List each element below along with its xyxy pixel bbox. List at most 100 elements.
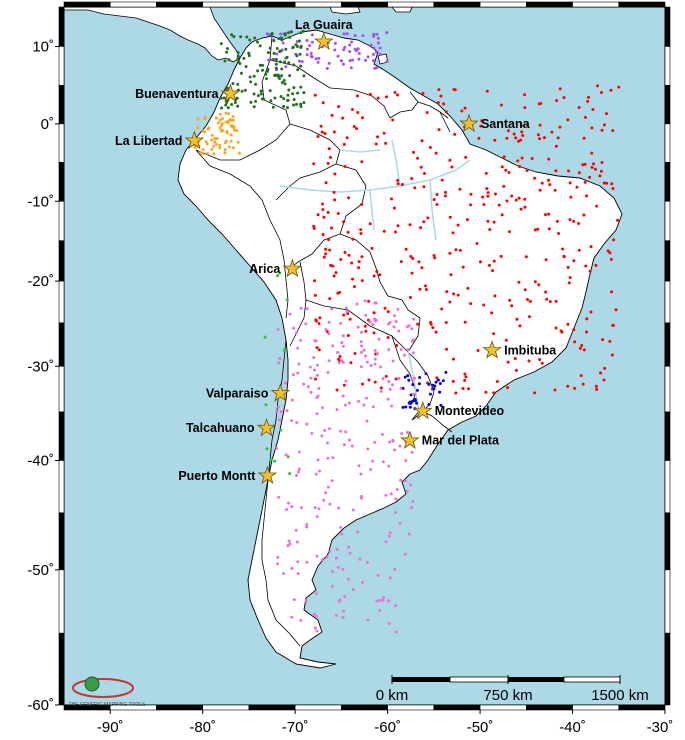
data-point	[348, 59, 352, 63]
y-tick-label: -30˚	[27, 358, 54, 375]
data-point	[288, 472, 292, 476]
data-point	[363, 324, 367, 328]
data-point	[391, 118, 395, 122]
data-point	[292, 326, 296, 330]
data-point	[377, 337, 381, 341]
data-point	[327, 61, 331, 65]
data-point	[486, 191, 490, 195]
data-point	[353, 34, 357, 38]
data-point	[320, 558, 324, 562]
data-point	[396, 307, 400, 311]
data-point	[387, 322, 391, 326]
data-point	[403, 479, 407, 483]
data-point	[410, 176, 414, 180]
data-point	[416, 322, 420, 326]
data-point	[600, 160, 604, 164]
data-point	[324, 328, 328, 332]
data-point	[265, 447, 269, 451]
data-point	[291, 373, 295, 377]
data-point	[581, 382, 585, 386]
data-point	[317, 507, 321, 511]
data-point	[292, 63, 296, 67]
data-point	[341, 116, 345, 120]
frame-segment-left	[58, 280, 65, 324]
frame-segment-top	[341, 1, 388, 8]
data-point	[216, 121, 220, 125]
scale-bar-background	[350, 667, 660, 703]
data-point	[510, 304, 514, 308]
data-point	[411, 392, 415, 396]
data-point	[321, 208, 325, 212]
data-point	[610, 353, 614, 357]
data-point	[425, 111, 429, 115]
data-point	[299, 31, 303, 35]
data-point	[373, 317, 377, 321]
data-point	[339, 429, 343, 433]
data-point	[341, 394, 345, 398]
data-point	[268, 89, 272, 93]
data-point	[278, 271, 282, 275]
rivers	[279, 139, 471, 421]
data-point	[335, 547, 339, 551]
data-point	[313, 93, 317, 97]
data-point	[357, 52, 361, 56]
data-point	[333, 172, 337, 176]
data-point	[294, 43, 298, 47]
data-point	[371, 59, 375, 63]
data-point	[297, 450, 301, 454]
data-point	[481, 195, 485, 199]
x-tick-label: -50˚	[467, 719, 494, 736]
data-point	[400, 183, 404, 187]
data-point	[420, 139, 424, 143]
data-point	[240, 89, 244, 93]
data-point	[611, 323, 615, 327]
data-point	[515, 317, 519, 321]
data-point	[256, 69, 260, 73]
data-point	[341, 334, 345, 338]
data-point	[321, 101, 325, 105]
scale-bar-segment	[392, 677, 450, 682]
data-point	[573, 340, 577, 344]
data-point	[426, 216, 430, 220]
data-point	[330, 226, 334, 230]
data-point	[256, 40, 260, 44]
data-point	[337, 506, 341, 510]
data-point	[362, 348, 366, 352]
data-point	[410, 327, 414, 331]
data-point	[319, 124, 323, 128]
data-point	[578, 346, 582, 350]
data-point	[314, 319, 318, 323]
data-point	[359, 365, 363, 369]
data-point	[440, 178, 444, 182]
data-point	[450, 165, 454, 169]
data-point	[275, 46, 279, 50]
data-point	[396, 182, 400, 186]
data-point	[424, 287, 428, 291]
data-point	[359, 330, 363, 334]
data-point	[384, 374, 388, 378]
data-point	[355, 127, 359, 131]
data-point	[393, 604, 397, 608]
data-point	[327, 147, 331, 151]
data-point	[314, 592, 318, 596]
data-point	[389, 197, 393, 201]
scale-bar: 0 km 750 km 1500 km	[350, 667, 660, 704]
data-point	[518, 165, 522, 169]
data-point	[577, 171, 581, 175]
data-point	[594, 384, 598, 388]
data-point	[278, 50, 282, 54]
data-point	[340, 341, 344, 345]
data-point	[305, 523, 309, 527]
data-point	[420, 266, 424, 270]
data-point	[409, 393, 413, 397]
data-point	[279, 32, 283, 36]
data-point	[435, 376, 439, 380]
data-point	[320, 406, 324, 410]
data-point	[374, 50, 378, 54]
data-point	[359, 496, 363, 500]
data-point	[517, 139, 521, 143]
data-point	[209, 138, 213, 142]
data-point	[347, 401, 351, 405]
data-point	[397, 329, 401, 333]
data-point	[348, 317, 352, 321]
